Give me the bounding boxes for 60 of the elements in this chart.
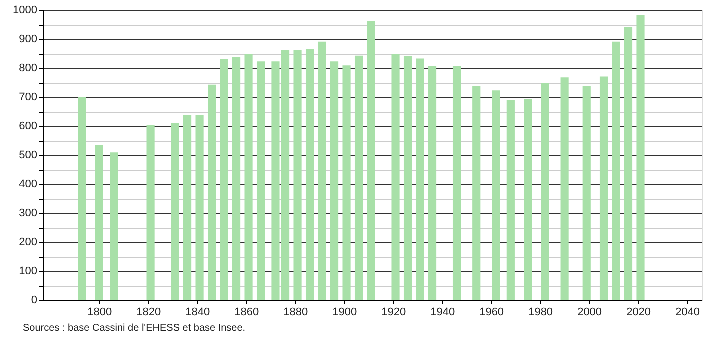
x-tick-label: 1820 [136, 306, 162, 318]
y-tick-label: 700 [19, 92, 38, 104]
bar [294, 50, 302, 300]
bar [636, 15, 645, 300]
bar [318, 42, 326, 300]
bar [354, 56, 364, 300]
x-tick-label: 2020 [626, 306, 652, 318]
bar [232, 56, 241, 300]
x-tick-label: 2040 [676, 306, 700, 318]
bar [306, 49, 314, 300]
x-tick-label: 1880 [284, 306, 308, 318]
y-tick-label: 100 [19, 266, 38, 278]
x-tick-label: 1840 [186, 306, 210, 318]
bar [183, 115, 192, 300]
y-tick-label: 400 [19, 178, 38, 190]
bar [428, 66, 437, 300]
bar [560, 78, 569, 300]
bar [171, 123, 180, 300]
bar [600, 76, 608, 300]
bar [196, 115, 204, 300]
bar [330, 62, 339, 300]
bar [492, 90, 500, 300]
bar [582, 86, 591, 300]
bar [624, 27, 633, 300]
y-tick-label: 600 [19, 120, 38, 132]
bar [506, 100, 515, 300]
bar [392, 54, 400, 300]
y-tick-label: 900 [19, 34, 38, 46]
bar [256, 62, 266, 300]
y-tick-label: 0 [31, 294, 38, 306]
bar [541, 83, 550, 300]
bar [524, 99, 532, 300]
bar [612, 42, 620, 300]
bar [244, 54, 253, 300]
y-tick-label: 500 [19, 150, 38, 162]
x-tick-label: 1900 [332, 306, 358, 318]
bar [95, 145, 104, 300]
y-tick-label: 200 [19, 236, 38, 248]
x-tick-label: 1960 [480, 306, 504, 318]
bar [416, 58, 424, 300]
x-tick-label: 1860 [234, 306, 260, 318]
bar [404, 56, 412, 300]
bar [472, 86, 481, 300]
bar [220, 59, 228, 300]
bar [146, 125, 155, 300]
bar [78, 97, 86, 300]
x-tick-label: 1940 [430, 306, 456, 318]
bar [208, 84, 216, 300]
y-tick-label: 1000 [13, 4, 38, 16]
y-tick-label: 300 [19, 208, 38, 220]
bar [342, 66, 351, 300]
x-tick-label: 1800 [88, 306, 112, 318]
x-tick-label: 1920 [382, 306, 406, 318]
bar [367, 21, 376, 300]
bar [110, 152, 118, 300]
x-tick-label: 2000 [578, 306, 602, 318]
y-tick-label: 800 [19, 62, 38, 74]
x-tick-label: 1980 [528, 306, 554, 318]
source-note: Sources : base Cassini de l'EHESS et base Insee. [23, 323, 246, 334]
bar [452, 66, 462, 300]
